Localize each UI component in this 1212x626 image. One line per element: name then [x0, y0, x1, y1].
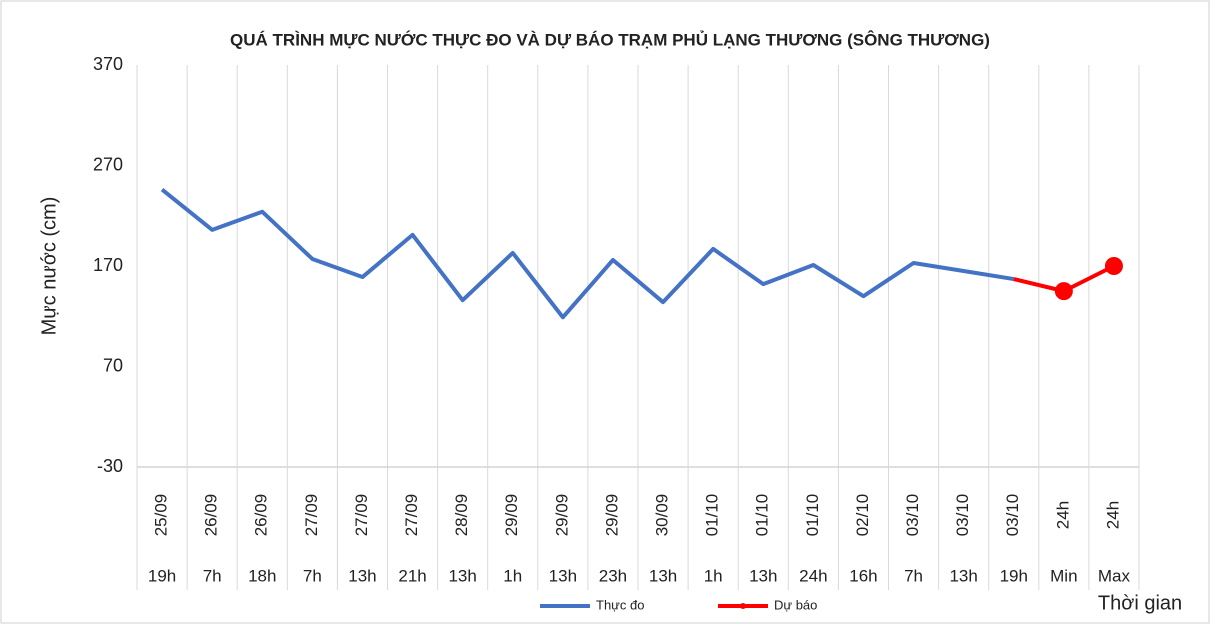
- x-tick-label: 29/09: [552, 494, 571, 537]
- x-tick-label: 01/10: [803, 494, 822, 537]
- x-tick-sublabel: 7h: [904, 566, 923, 585]
- x-tick-label: 30/09: [653, 494, 672, 537]
- x-tick-sublabel: 13h: [549, 566, 577, 585]
- y-tick-label: -30: [97, 456, 123, 476]
- data-point: [1104, 257, 1123, 275]
- x-axis-title: Thời gian: [1098, 592, 1182, 614]
- x-tick-sublabel: 1h: [503, 566, 522, 585]
- x-tick-sublabel: 13h: [448, 566, 476, 585]
- x-tick-label: 01/10: [703, 494, 722, 537]
- x-tick-label: 29/09: [502, 494, 521, 537]
- x-tick-sublabel: Min: [1050, 566, 1077, 585]
- legend-label: Thực đo: [596, 597, 644, 612]
- x-tick-sublabel: 7h: [203, 566, 222, 585]
- x-tick-label: 28/09: [452, 494, 471, 537]
- x-tick-sublabel: 13h: [649, 566, 677, 585]
- x-tick-label: 26/09: [202, 494, 221, 537]
- x-tick-label: 27/09: [352, 494, 371, 537]
- y-tick-label: 270: [93, 154, 123, 174]
- x-tick-label: 03/10: [1003, 494, 1022, 537]
- x-tick-sublabel: 23h: [599, 566, 627, 585]
- x-tick-sublabel: Max: [1098, 566, 1131, 585]
- x-tick-label: 25/09: [152, 494, 171, 537]
- y-tick-label: 370: [93, 54, 123, 74]
- x-tick-label: 24h: [1053, 501, 1072, 529]
- x-tick-sublabel: 24h: [799, 566, 827, 585]
- data-point: [1054, 282, 1073, 301]
- y-axis-title: Mực nước (cm): [38, 197, 60, 336]
- x-tick-label: 26/09: [252, 494, 271, 537]
- chart-title: QUÁ TRÌNH MỰC NƯỚC THỰC ĐO VÀ DỰ BÁO TRẠ…: [230, 30, 990, 49]
- y-tick-label: 170: [93, 255, 123, 275]
- x-tick-label: 24h: [1103, 501, 1122, 529]
- x-tick-sublabel: 19h: [1000, 566, 1028, 585]
- x-tick-label: 02/10: [853, 494, 872, 537]
- x-tick-sublabel: 7h: [303, 566, 322, 585]
- x-tick-sublabel: 16h: [849, 566, 877, 585]
- series-line: [160, 188, 1015, 320]
- x-tick-label: 01/10: [753, 494, 772, 537]
- x-tick-sublabel: 13h: [749, 566, 777, 585]
- x-tick-label: 27/09: [402, 494, 421, 537]
- x-tick-sublabel: 21h: [398, 566, 426, 585]
- x-tick-label: 03/10: [903, 494, 922, 537]
- legend-marker: [740, 603, 746, 609]
- x-tick-label: 27/09: [302, 494, 321, 537]
- x-tick-sublabel: 1h: [704, 566, 723, 585]
- x-tick-sublabel: 13h: [949, 566, 977, 585]
- x-tick-label: 03/10: [953, 494, 972, 537]
- x-tick-sublabel: 18h: [248, 566, 276, 585]
- x-tick-label: 29/09: [602, 494, 621, 537]
- x-tick-sublabel: 13h: [348, 566, 376, 585]
- legend-label: Dự báo: [774, 597, 817, 612]
- y-tick-label: 70: [103, 355, 123, 375]
- x-tick-sublabel: 19h: [148, 566, 176, 585]
